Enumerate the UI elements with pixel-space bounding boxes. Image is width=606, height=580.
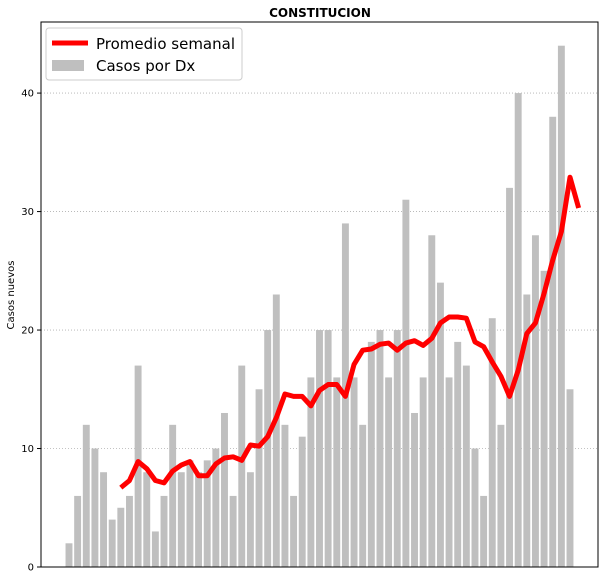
bar — [385, 377, 393, 567]
bar — [298, 436, 306, 567]
legend-label-promedio: Promedio semanal — [96, 35, 235, 53]
bar — [488, 318, 496, 567]
bar — [264, 330, 272, 567]
y-tick-label: 10 — [21, 444, 34, 455]
bar — [203, 460, 211, 567]
bar — [186, 460, 194, 567]
bar — [531, 235, 539, 567]
y-tick-label: 40 — [21, 89, 34, 100]
bar — [117, 507, 125, 567]
bar — [91, 448, 99, 567]
bar — [195, 472, 203, 567]
bar — [272, 294, 280, 567]
bar — [246, 472, 254, 567]
promedio-semanal-line — [119, 174, 582, 490]
bar — [402, 199, 410, 567]
bar — [100, 472, 108, 567]
bar — [411, 412, 418, 567]
legend-bar-swatch — [52, 60, 84, 71]
legend-box — [45, 27, 243, 81]
bar — [177, 472, 185, 567]
bar — [557, 45, 565, 567]
bar — [229, 495, 237, 567]
bar — [151, 531, 159, 567]
bar — [221, 412, 228, 567]
bar — [65, 543, 73, 567]
bar — [419, 377, 427, 567]
y-axis: 0 10 20 30 40 — [21, 89, 41, 574]
legend-label-casos: Casos por Dx — [96, 57, 195, 75]
bar — [169, 424, 177, 567]
y-tick-label: 30 — [21, 207, 34, 218]
plot-frame — [40, 21, 599, 568]
bars — [65, 45, 574, 567]
bar — [549, 116, 557, 567]
bar — [514, 93, 522, 567]
y-axis-label: Casos nuevos — [6, 261, 17, 330]
line-series — [119, 174, 582, 490]
bar — [255, 389, 263, 567]
legend: Promedio semanal Casos por Dx — [45, 27, 243, 81]
bar — [307, 377, 315, 567]
bar — [350, 377, 358, 567]
bar — [445, 377, 453, 567]
bar — [523, 294, 531, 567]
bar — [462, 365, 470, 567]
y-tick-label: 20 — [21, 326, 34, 337]
bar — [497, 424, 505, 567]
bar — [540, 270, 548, 567]
bar — [212, 448, 220, 567]
bar — [160, 495, 168, 567]
bar — [428, 235, 436, 567]
bar — [506, 187, 513, 567]
bar — [290, 495, 298, 567]
bar — [143, 472, 151, 567]
bar — [376, 330, 384, 567]
bar — [333, 377, 341, 567]
bar — [471, 448, 479, 567]
bar — [281, 424, 289, 567]
bar — [436, 282, 444, 567]
bar — [316, 330, 323, 567]
bar — [108, 519, 116, 567]
bar — [74, 495, 82, 567]
bar — [454, 341, 462, 567]
y-tick-label: 0 — [28, 563, 34, 574]
bar — [126, 495, 133, 567]
bar — [82, 424, 90, 567]
bar — [367, 341, 375, 567]
bar — [324, 330, 332, 567]
bar — [359, 424, 367, 567]
bar — [480, 495, 488, 567]
bar — [393, 330, 401, 567]
chart-title: CONSTITUCION — [269, 6, 371, 20]
bar — [238, 365, 246, 567]
bar — [566, 389, 574, 567]
